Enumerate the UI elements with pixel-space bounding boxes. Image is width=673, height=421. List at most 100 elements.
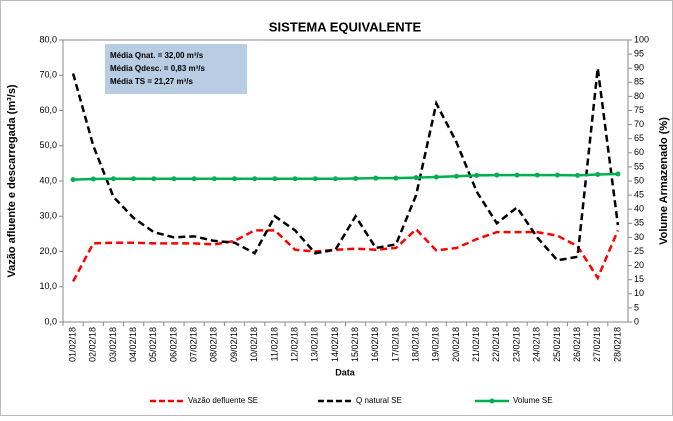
series-marker (272, 176, 278, 182)
x-axis-title: Data (335, 367, 356, 377)
series-marker (191, 176, 197, 182)
y2-tick-label: 70 (634, 119, 644, 129)
x-tick-label: 15/02/18 (350, 327, 360, 362)
series-marker (131, 176, 137, 182)
x-tick-label: 22/02/18 (491, 327, 501, 362)
series-marker (312, 176, 318, 182)
legend-label: Q natural SE (356, 396, 402, 405)
y2-tick-label: 5 (634, 302, 639, 312)
series-marker (514, 172, 520, 178)
legend-label: Vazão defluente SE (188, 396, 258, 405)
y-tick-label: 60,0 (39, 105, 57, 115)
series-marker (494, 172, 500, 178)
x-tick-label: 23/02/18 (511, 327, 521, 362)
y2-tick-label: 45 (634, 189, 644, 199)
x-tick-label: 13/02/18 (310, 327, 320, 362)
y2-tick-label: 80 (634, 91, 644, 101)
y2-tick-label: 0 (634, 316, 639, 326)
y2-tick-label: 55 (634, 161, 644, 171)
annotation-box (105, 44, 247, 94)
series-marker (534, 172, 540, 178)
x-tick-label: 28/02/18 (612, 327, 622, 362)
series-marker (413, 175, 419, 181)
x-tick-label: 14/02/18 (330, 327, 340, 362)
y-tick-label: 70,0 (39, 70, 57, 80)
x-tick-label: 16/02/18 (370, 327, 380, 362)
series-marker (373, 175, 379, 181)
y2-tick-label: 30 (634, 232, 644, 242)
y2-tick-label: 50 (634, 175, 644, 185)
x-tick-label: 01/02/18 (67, 327, 77, 362)
series-marker (292, 176, 298, 182)
x-tick-label: 21/02/18 (471, 327, 481, 362)
x-tick-label: 27/02/18 (592, 327, 602, 362)
y-tick-label: 50,0 (39, 140, 57, 150)
series-marker (151, 176, 157, 182)
series-marker (332, 176, 338, 182)
legend-marker (489, 398, 495, 404)
y-tick-label: 20,0 (39, 246, 57, 256)
series-marker (615, 171, 621, 177)
x-tick-label: 11/02/18 (269, 327, 279, 361)
x-tick-label: 17/02/18 (390, 327, 400, 362)
annotation: Média TS = 21,27 m³/s (110, 77, 193, 86)
x-tick-label: 18/02/18 (411, 327, 421, 362)
x-tick-label: 08/02/18 (209, 327, 219, 362)
series-marker (474, 172, 480, 178)
annotation: Média Qdesc. = 0,83 m³/s (110, 64, 205, 73)
x-tick-label: 05/02/18 (148, 327, 158, 362)
series-marker (554, 172, 560, 178)
y-tick-label: 40,0 (39, 175, 57, 185)
annotation: Média Qnat. = 32,00 m³/s (110, 51, 204, 60)
y-axis-title: Vazão afluente e descarregada (m³/s) (6, 84, 18, 278)
y-tick-label: 10,0 (39, 281, 57, 291)
y-tick-label: 30,0 (39, 211, 57, 221)
y2-tick-label: 75 (634, 105, 644, 115)
series-marker (90, 176, 96, 182)
x-tick-label: 25/02/18 (552, 327, 562, 362)
x-tick-label: 12/02/18 (289, 327, 299, 362)
x-tick-label: 04/02/18 (128, 327, 138, 362)
y2-tick-label: 85 (634, 77, 644, 87)
y2-tick-label: 65 (634, 133, 644, 143)
x-tick-label: 26/02/18 (572, 327, 582, 362)
y2-tick-label: 15 (634, 274, 644, 284)
series-marker (70, 177, 76, 183)
series-marker (393, 175, 399, 181)
y2-tick-label: 20 (634, 260, 644, 270)
series-marker (232, 176, 238, 182)
series-marker (595, 172, 601, 178)
y-tick-label: 0,0 (44, 316, 57, 326)
series-line (73, 172, 618, 181)
series-marker (575, 172, 581, 178)
y2-tick-label: 100 (634, 34, 649, 44)
y2-tick-label: 40 (634, 204, 644, 214)
x-tick-label: 10/02/18 (249, 327, 259, 362)
series-line (71, 68, 620, 262)
series-marker (453, 173, 459, 179)
x-tick-label: 03/02/18 (108, 327, 118, 362)
y2-tick-label: 95 (634, 48, 644, 58)
y-tick-label: 80,0 (39, 34, 57, 44)
y2-tick-label: 25 (634, 246, 644, 256)
series-line (71, 227, 620, 283)
series-marker (353, 175, 359, 181)
x-tick-label: 06/02/18 (168, 327, 178, 362)
x-tick-label: 24/02/18 (532, 327, 542, 362)
x-tick-label: 09/02/18 (229, 327, 239, 362)
series-marker (110, 176, 116, 182)
series-marker (433, 174, 439, 180)
y2-tick-label: 35 (634, 218, 644, 228)
legend-label: Volume SE (513, 396, 553, 405)
chart-title: SISTEMA EQUIVALENTE (269, 19, 422, 34)
x-tick-label: 19/02/18 (431, 327, 441, 362)
x-tick-label: 07/02/18 (189, 327, 199, 362)
y2-tick-label: 90 (634, 63, 644, 73)
y2-tick-label: 10 (634, 288, 644, 298)
y2-axis-title: Volume Armazenado (%) (658, 117, 670, 245)
x-tick-label: 02/02/18 (88, 327, 98, 362)
y2-tick-label: 60 (634, 147, 644, 157)
series-marker (211, 176, 217, 182)
series-marker (171, 176, 177, 182)
